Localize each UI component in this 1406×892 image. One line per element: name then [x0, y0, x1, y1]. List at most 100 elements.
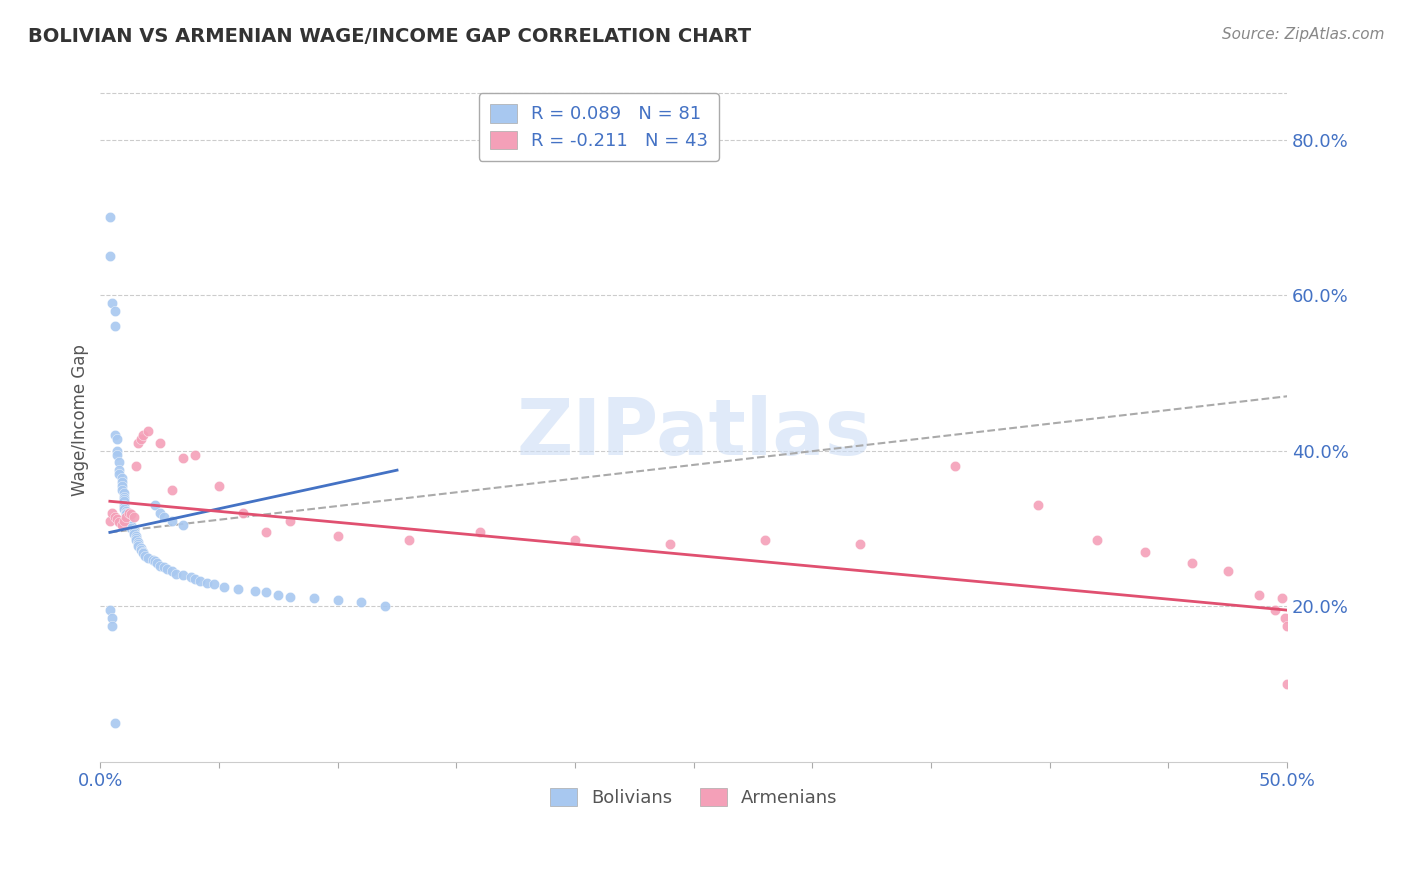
Point: [184, 448, 207, 462]
Point: [1085, 533, 1108, 548]
Point: [104, 303, 127, 318]
Point: [302, 591, 325, 606]
Point: [1181, 557, 1204, 571]
Point: [134, 549, 156, 563]
Point: [149, 436, 172, 450]
Point: [326, 529, 349, 543]
Point: [105, 443, 128, 458]
Point: [208, 479, 231, 493]
Point: [115, 508, 138, 522]
Point: [125, 529, 148, 543]
Point: [125, 533, 148, 548]
Point: [112, 514, 135, 528]
Point: [1247, 588, 1270, 602]
Point: [256, 585, 278, 599]
Point: [232, 506, 254, 520]
Point: [118, 512, 141, 526]
Point: [195, 575, 218, 590]
Point: [129, 432, 152, 446]
Point: [129, 541, 152, 555]
Point: [136, 551, 159, 566]
Point: [112, 491, 135, 506]
Point: [160, 514, 183, 528]
Y-axis label: Wage/Income Gap: Wage/Income Gap: [72, 343, 89, 496]
Point: [112, 500, 135, 514]
Point: [118, 514, 141, 528]
Point: [101, 611, 124, 625]
Point: [112, 502, 135, 516]
Point: [160, 483, 183, 497]
Point: [136, 424, 159, 438]
Point: [120, 517, 142, 532]
Point: [115, 509, 138, 524]
Point: [127, 436, 149, 450]
Point: [180, 570, 202, 584]
Text: Source: ZipAtlas.com: Source: ZipAtlas.com: [1222, 27, 1385, 42]
Point: [112, 494, 135, 508]
Point: [143, 554, 166, 568]
Point: [278, 514, 301, 528]
Point: [153, 560, 176, 574]
Point: [111, 479, 134, 493]
Point: [243, 583, 266, 598]
Point: [104, 715, 127, 730]
Point: [125, 459, 148, 474]
Point: [1216, 564, 1239, 578]
Point: [212, 580, 235, 594]
Point: [118, 515, 141, 529]
Point: [564, 533, 586, 548]
Point: [111, 517, 134, 532]
Point: [111, 471, 134, 485]
Point: [120, 521, 142, 535]
Point: [104, 509, 127, 524]
Point: [127, 534, 149, 549]
Point: [115, 509, 138, 524]
Point: [120, 508, 142, 522]
Point: [98, 514, 121, 528]
Point: [267, 588, 290, 602]
Point: [104, 319, 127, 334]
Point: [943, 459, 966, 474]
Point: [132, 545, 155, 559]
Point: [172, 517, 194, 532]
Point: [1271, 591, 1294, 606]
Point: [226, 582, 249, 596]
Point: [326, 593, 349, 607]
Point: [1275, 677, 1298, 691]
Point: [1274, 611, 1296, 625]
Legend: Bolivians, Armenians: Bolivians, Armenians: [543, 780, 845, 814]
Point: [129, 543, 152, 558]
Point: [118, 506, 141, 520]
Text: ZIPatlas: ZIPatlas: [516, 395, 872, 471]
Text: BOLIVIAN VS ARMENIAN WAGE/INCOME GAP CORRELATION CHART: BOLIVIAN VS ARMENIAN WAGE/INCOME GAP COR…: [28, 27, 751, 45]
Point: [112, 486, 135, 500]
Point: [132, 428, 155, 442]
Point: [111, 475, 134, 489]
Point: [278, 590, 301, 604]
Point: [98, 249, 121, 263]
Point: [1133, 545, 1156, 559]
Point: [111, 483, 134, 497]
Point: [1275, 618, 1298, 632]
Point: [1264, 603, 1286, 617]
Point: [98, 211, 121, 225]
Point: [122, 509, 145, 524]
Point: [108, 463, 131, 477]
Point: [115, 504, 138, 518]
Point: [127, 537, 149, 551]
Point: [122, 523, 145, 537]
Point: [149, 558, 172, 573]
Point: [125, 531, 148, 545]
Point: [172, 451, 194, 466]
Point: [172, 568, 194, 582]
Point: [184, 572, 207, 586]
Point: [108, 515, 131, 529]
Point: [468, 525, 491, 540]
Point: [165, 566, 187, 581]
Point: [120, 519, 142, 533]
Point: [101, 506, 124, 520]
Point: [659, 537, 682, 551]
Point: [132, 546, 155, 560]
Point: [1026, 498, 1049, 512]
Point: [143, 498, 166, 512]
